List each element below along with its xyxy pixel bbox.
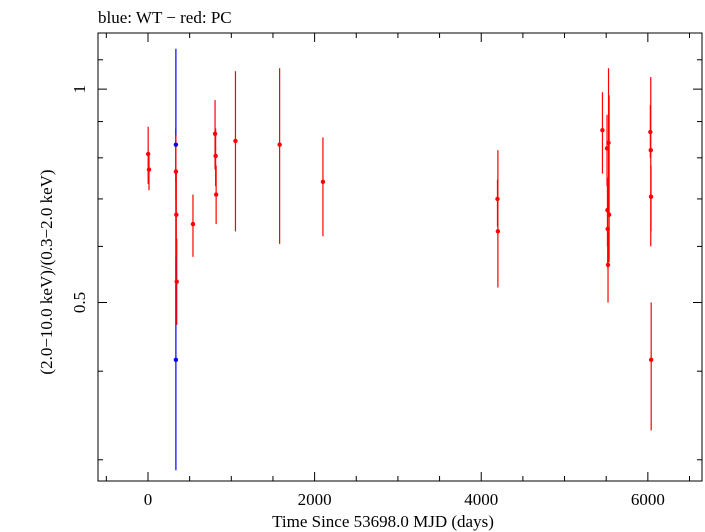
y-axis-label: (2.0−10.0 keV)/(0.3−2.0 keV)	[37, 169, 56, 374]
x-tick-label: 0	[144, 490, 153, 509]
x-axis-label: Time Since 53698.0 MJD (days)	[272, 512, 494, 531]
axis-tick-labels: 0 2000 4000 6000 0.5 1	[70, 85, 665, 509]
data-point	[277, 142, 282, 147]
plot-frame	[97, 32, 703, 482]
data-point	[173, 357, 179, 363]
data-point	[173, 142, 179, 147]
data-point	[213, 192, 219, 197]
data-point	[648, 129, 653, 135]
data-point	[146, 167, 152, 172]
data-point	[648, 357, 654, 363]
y-tick-label: 0.5	[70, 292, 89, 313]
data-point	[495, 229, 501, 234]
data-point	[173, 169, 179, 174]
data-point	[606, 212, 612, 217]
data-point	[605, 262, 611, 268]
data-point	[648, 148, 653, 153]
data-point	[174, 279, 179, 284]
x-tick-label: 4000	[464, 490, 498, 509]
data-point	[648, 194, 654, 199]
data-point	[145, 151, 151, 157]
data-point	[606, 140, 611, 145]
x-tick-label: 2000	[298, 490, 332, 509]
data-point	[495, 196, 500, 202]
y-tick-label: 1	[70, 85, 89, 94]
data-point	[605, 226, 610, 232]
data-point	[174, 212, 179, 217]
data-point	[213, 153, 218, 159]
data-point	[212, 131, 218, 136]
data-point	[320, 179, 326, 185]
data-point	[190, 221, 196, 227]
axis-ticks	[98, 33, 702, 481]
data-marks	[145, 48, 654, 471]
data-point	[604, 146, 610, 151]
data-point	[605, 207, 610, 213]
x-tick-label: 6000	[631, 490, 665, 509]
chart-title: blue: WT − red: PC	[98, 8, 232, 27]
data-point	[600, 128, 605, 133]
data-point	[233, 138, 238, 144]
